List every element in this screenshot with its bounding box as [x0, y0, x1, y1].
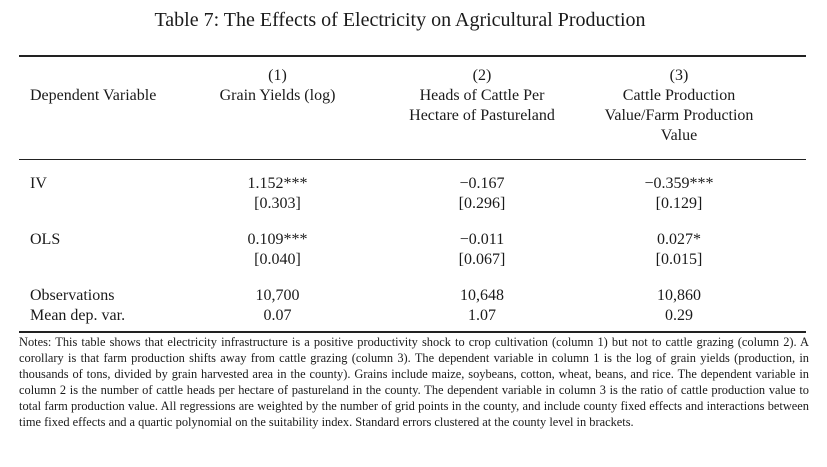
- col1-number: (1): [268, 67, 287, 84]
- table-notes: Notes: This table shows that electricity…: [19, 335, 809, 429]
- mean-dep-var-col1: 0.07: [263, 307, 292, 324]
- mean-dep-var-col3: 0.29: [665, 307, 693, 324]
- table-title: Table 7: The Effects of Electricity on A…: [154, 9, 646, 31]
- ols-coef-col3: 0.027*: [657, 231, 701, 248]
- ols-se-col2: [0.067]: [458, 251, 506, 268]
- col2-name-line2: Hectare of Pastureland: [409, 107, 555, 124]
- iv-coef-col1: 1.152***: [247, 175, 308, 192]
- iv-se-col1: [0.303]: [254, 195, 301, 212]
- observations-col3: 10,860: [657, 287, 701, 304]
- iv-se-col2: [0.296]: [458, 195, 506, 212]
- iv-se-col3: [0.129]: [655, 195, 703, 212]
- bottom-rule: [19, 331, 806, 333]
- col3-name-line1: Cattle Production: [622, 87, 736, 104]
- col2-name-line1: Heads of Cattle Per: [419, 87, 545, 104]
- observations-col1: 10,700: [255, 287, 300, 304]
- row-label-mean-dep-var: Mean dep. var.: [30, 307, 126, 324]
- top-rule: [19, 55, 806, 57]
- ols-coef-col2: −0.011: [459, 231, 505, 248]
- ols-se-col3: [0.015]: [655, 251, 703, 268]
- row-label-ols: OLS: [30, 231, 61, 248]
- iv-coef-col3: −0.359***: [644, 175, 714, 192]
- iv-coef-col2: −0.167: [459, 175, 505, 192]
- col1-name-line1: Grain Yields (log): [219, 87, 336, 104]
- col3-number: (3): [669, 67, 689, 84]
- ols-se-col1: [0.040]: [254, 251, 301, 268]
- col3-name-line3: Value: [660, 127, 698, 144]
- mean-dep-var-col2: 1.07: [468, 307, 496, 324]
- row-label-observations: Observations: [30, 287, 115, 304]
- ols-coef-col1: 0.109***: [247, 231, 308, 248]
- col2-number: (2): [472, 67, 492, 84]
- col3-name-line2: Value/Farm Production: [604, 107, 754, 124]
- header-rule: [19, 159, 806, 160]
- observations-col2: 10,648: [460, 287, 504, 304]
- row-label-iv: IV: [30, 175, 47, 192]
- header-row-label: Dependent Variable: [30, 87, 157, 104]
